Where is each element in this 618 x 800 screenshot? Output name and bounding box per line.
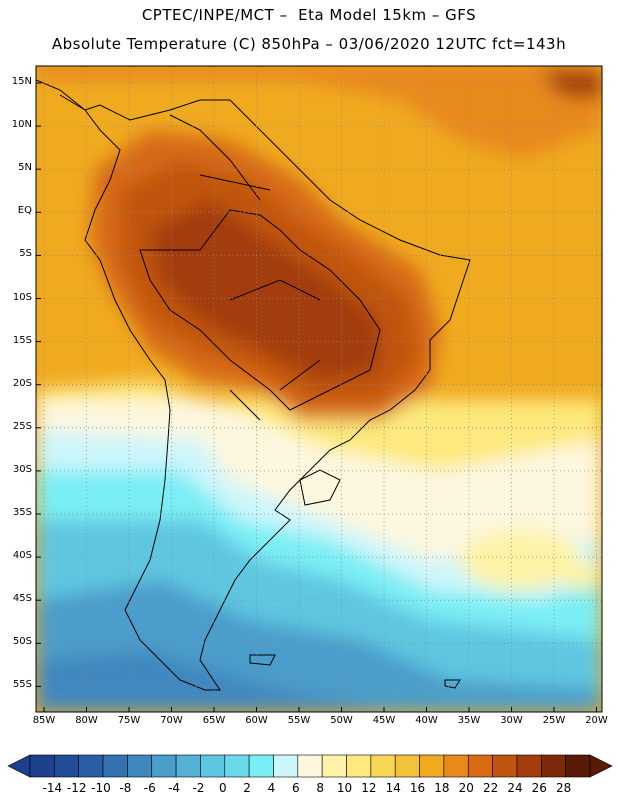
colorbar-swatch [517, 755, 541, 777]
colorbar-swatch [176, 755, 200, 777]
colorbar-label: 22 [479, 781, 503, 795]
colorbar-swatch [298, 755, 322, 777]
colorbar-label: 28 [552, 781, 576, 795]
colorbar-swatch [225, 755, 249, 777]
lon-label: 40W [410, 715, 444, 726]
colorbar-swatch [103, 755, 127, 777]
colorbar-label: 2 [235, 781, 259, 795]
lat-label: 30S [2, 464, 32, 475]
colorbar-label: 24 [503, 781, 527, 795]
lat-label: 5N [2, 162, 32, 173]
lat-label: 55S [2, 679, 32, 690]
colorbar [8, 755, 612, 777]
colorbar-label: 4 [259, 781, 283, 795]
lat-label: 45S [2, 593, 32, 604]
lat-label: 15S [2, 335, 32, 346]
colorbar-label: 20 [454, 781, 478, 795]
lon-label: 60W [240, 715, 274, 726]
colorbar-swatch [371, 755, 395, 777]
colorbar-swatch [152, 755, 176, 777]
lat-label: 10N [2, 119, 32, 130]
colorbar-label: -14 [40, 781, 64, 795]
colorbar-swatch [249, 755, 273, 777]
colorbar-label: 0 [211, 781, 235, 795]
lat-label: 10S [2, 292, 32, 303]
colorbar-swatch [79, 755, 103, 777]
colorbar-label: -8 [113, 781, 137, 795]
lon-label: 20W [580, 715, 614, 726]
colorbar-swatch [566, 755, 590, 777]
colorbar-swatch [347, 755, 371, 777]
lat-label: 40S [2, 550, 32, 561]
lon-label: 65W [197, 715, 231, 726]
lon-label: 45W [367, 715, 401, 726]
colorbar-swatch [420, 755, 444, 777]
lon-label: 25W [537, 715, 571, 726]
lon-label: 75W [112, 715, 146, 726]
lon-label: 80W [70, 715, 104, 726]
lat-label: 25S [2, 421, 32, 432]
colorbar-swatch [54, 755, 78, 777]
colorbar-label: 12 [357, 781, 381, 795]
temperature-map [0, 0, 618, 800]
colorbar-label: -2 [186, 781, 210, 795]
colorbar-swatch [200, 755, 224, 777]
colorbar-swatch [541, 755, 565, 777]
colorbar-swatch [444, 755, 468, 777]
colorbar-min-arrow [8, 755, 30, 777]
colorbar-label: -12 [65, 781, 89, 795]
lon-label: 85W [27, 715, 61, 726]
colorbar-swatch [468, 755, 492, 777]
colorbar-label: -4 [162, 781, 186, 795]
colorbar-swatch [395, 755, 419, 777]
lat-label: 50S [2, 636, 32, 647]
colorbar-label: 26 [527, 781, 551, 795]
lon-label: 70W [155, 715, 189, 726]
colorbar-label: -10 [89, 781, 113, 795]
colorbar-label: 18 [430, 781, 454, 795]
lon-label: 55W [282, 715, 316, 726]
colorbar-swatch [30, 755, 54, 777]
colorbar-swatch [127, 755, 151, 777]
colorbar-label: 14 [381, 781, 405, 795]
colorbar-swatch [322, 755, 346, 777]
lon-label: 50W [325, 715, 359, 726]
colorbar-label: 10 [333, 781, 357, 795]
colorbar-swatch [273, 755, 297, 777]
colorbar-max-arrow [590, 755, 612, 777]
colorbar-label: 6 [284, 781, 308, 795]
lat-label: 15N [2, 76, 32, 87]
colorbar-swatch [493, 755, 517, 777]
lon-label: 30W [495, 715, 529, 726]
temperature-field [36, 60, 602, 712]
colorbar-label: 8 [308, 781, 332, 795]
colorbar-label: 16 [406, 781, 430, 795]
lon-label: 35W [452, 715, 486, 726]
lat-label: EQ [2, 205, 32, 216]
lat-label: 5S [2, 248, 32, 259]
lat-label: 35S [2, 507, 32, 518]
lat-label: 20S [2, 378, 32, 389]
colorbar-label: -6 [138, 781, 162, 795]
